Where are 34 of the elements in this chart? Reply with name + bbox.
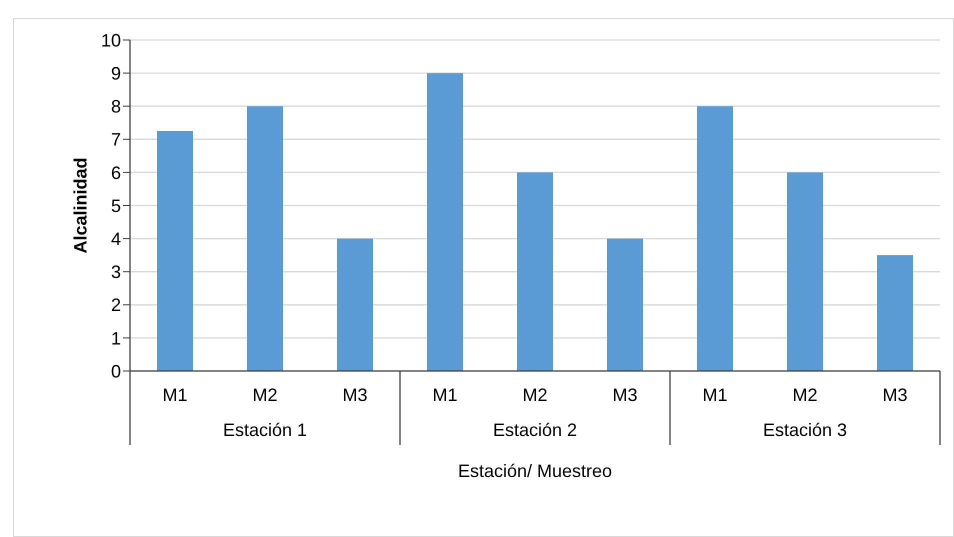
- x-tick-label: M2: [252, 385, 278, 405]
- x-tick-label: M3: [612, 385, 638, 405]
- bar: [247, 106, 283, 371]
- x-tick-label: M1: [702, 385, 728, 405]
- text: Estación 1: [222, 420, 308, 440]
- bar: [697, 106, 733, 371]
- y-tick-label: 1: [110, 328, 121, 348]
- x-tick-label: M3: [882, 385, 908, 405]
- x-tick-label: M2: [522, 385, 548, 405]
- x-tick-label: M3: [342, 385, 368, 405]
- bar: [787, 172, 823, 371]
- bar: [607, 238, 643, 371]
- text: Estación 2: [492, 420, 578, 440]
- bar: [157, 131, 193, 371]
- bar: [427, 73, 463, 371]
- y-tick-label: 8: [110, 96, 121, 117]
- y-axis-title: Alcalinidad: [70, 157, 90, 254]
- y-tick-label: 4: [110, 228, 121, 249]
- y-tick-label: 6: [110, 162, 121, 183]
- y-tick-label: 2: [110, 295, 121, 316]
- bar: [337, 238, 373, 371]
- y-tick-label: 3: [110, 262, 121, 282]
- bar: [877, 255, 913, 371]
- y-tick-label: 10: [100, 30, 121, 50]
- x-tick-label: M2: [792, 385, 818, 405]
- x-tick-label: M1: [162, 385, 188, 405]
- y-tick-label: 9: [110, 63, 121, 84]
- y-tick-label: 0: [110, 361, 121, 382]
- y-tick-label: 5: [110, 196, 121, 216]
- x-axis-title: Estación/ Muestreo: [458, 461, 612, 481]
- y-tick-label: 7: [110, 130, 121, 150]
- x-tick-label: M1: [432, 385, 458, 405]
- text: Estación 3: [762, 420, 848, 440]
- bar: [517, 172, 553, 371]
